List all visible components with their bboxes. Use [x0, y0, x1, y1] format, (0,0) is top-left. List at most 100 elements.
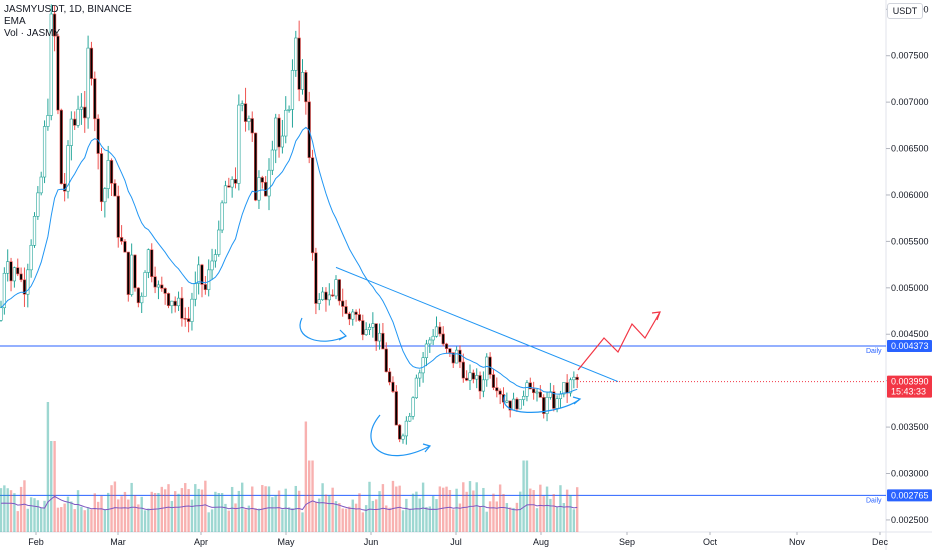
volume-bar	[318, 498, 321, 532]
candle	[120, 225, 124, 245]
volume-bar	[167, 484, 170, 532]
candle	[468, 364, 472, 390]
candle	[176, 291, 181, 312]
candle-body	[16, 267, 20, 275]
candle	[133, 254, 137, 292]
currency-button[interactable]: USDT	[887, 3, 923, 19]
volume-indicator-label[interactable]: Vol · JASMY	[4, 28, 61, 39]
candle-body	[197, 264, 201, 284]
volume-bar	[187, 489, 190, 532]
candle	[243, 87, 248, 132]
candle-body	[86, 47, 90, 119]
candle	[371, 312, 375, 338]
candle-body	[46, 115, 50, 127]
volume-bar	[341, 508, 344, 532]
volume-bar	[157, 493, 160, 532]
volume-ma-line	[0, 495, 578, 511]
candle-body	[300, 72, 305, 90]
projection-arrowhead	[651, 311, 661, 321]
volume-bar	[475, 482, 478, 532]
candle	[448, 347, 452, 357]
volume-bar	[535, 508, 539, 532]
volume-bar	[26, 508, 29, 532]
volume-bar	[321, 483, 324, 532]
volume-bar	[120, 496, 123, 532]
volume-bar	[207, 512, 210, 532]
y-tick-label: 0.007500	[891, 51, 929, 61]
candle	[187, 306, 191, 333]
candle	[565, 374, 569, 403]
volume-bar	[70, 501, 73, 532]
candle-body	[468, 372, 472, 381]
volume-bar	[388, 507, 391, 532]
candle	[411, 396, 415, 420]
candle-body	[552, 391, 556, 409]
candle	[123, 239, 127, 253]
candle	[562, 382, 566, 398]
candle	[96, 114, 100, 170]
candle	[207, 259, 211, 297]
candle	[458, 345, 462, 369]
candle	[193, 271, 197, 307]
candle-body	[408, 416, 412, 422]
volume-bar	[53, 441, 56, 532]
candle-body	[421, 357, 425, 374]
candle	[9, 257, 13, 292]
volume-bar	[509, 507, 512, 532]
x-tick-label: Aug	[533, 537, 549, 547]
volume-bar	[559, 485, 562, 532]
candle-body	[294, 37, 298, 71]
candle-body	[277, 117, 281, 148]
candle	[264, 176, 268, 197]
candle	[505, 392, 509, 404]
volume-bar	[495, 501, 498, 532]
candle	[12, 266, 16, 288]
candle-body	[190, 298, 194, 322]
candle-body	[498, 390, 502, 395]
volume-bar	[569, 495, 572, 532]
candle-body	[535, 391, 539, 394]
volume-layer	[0, 402, 579, 532]
candle	[26, 263, 30, 308]
volume-bar	[257, 508, 261, 532]
candle	[331, 289, 335, 298]
volume-bar	[117, 499, 120, 532]
candle-body	[331, 294, 335, 297]
candle	[52, 5, 57, 52]
volume-bar	[83, 510, 86, 532]
volume-bar	[401, 510, 405, 532]
ema-indicator-label[interactable]: EMA	[4, 16, 26, 27]
candle-body	[29, 245, 33, 271]
y-tick-label: 0.002500	[891, 515, 929, 525]
candle	[552, 385, 556, 412]
volume-bar	[522, 460, 525, 532]
candle	[444, 342, 449, 354]
candle-body	[394, 391, 398, 426]
candle-body	[280, 135, 285, 148]
candle-body	[317, 299, 321, 304]
candle	[518, 399, 522, 410]
candle-body	[243, 103, 248, 122]
volume-bar	[452, 509, 455, 532]
candle-body	[120, 237, 124, 242]
volume-bar	[545, 486, 549, 532]
projection-path	[577, 311, 661, 371]
candle-body	[150, 249, 154, 277]
symbol-title: JASMYUSDT, 1D, BINANCE	[4, 4, 132, 15]
candle	[213, 249, 218, 268]
candle	[63, 172, 67, 202]
candle-body	[187, 318, 191, 322]
candle	[66, 140, 70, 199]
volume-bar	[237, 490, 241, 532]
candle	[93, 71, 97, 132]
volume-bar	[123, 491, 127, 532]
candle-body	[354, 311, 358, 315]
candle	[220, 200, 224, 234]
volume-bar	[442, 487, 445, 532]
candle-body	[0, 307, 3, 321]
candle-body	[270, 149, 274, 171]
candle	[29, 239, 33, 278]
volume-bar	[458, 503, 462, 532]
volume-bar	[542, 496, 545, 532]
